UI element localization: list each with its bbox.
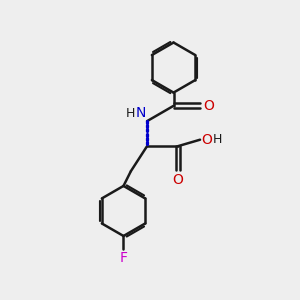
Text: N: N <box>135 106 146 120</box>
Text: O: O <box>172 173 183 187</box>
Text: H: H <box>125 107 135 120</box>
Text: O: O <box>202 133 212 147</box>
Text: H: H <box>212 133 222 146</box>
Text: F: F <box>119 251 128 265</box>
Text: O: O <box>204 99 214 113</box>
